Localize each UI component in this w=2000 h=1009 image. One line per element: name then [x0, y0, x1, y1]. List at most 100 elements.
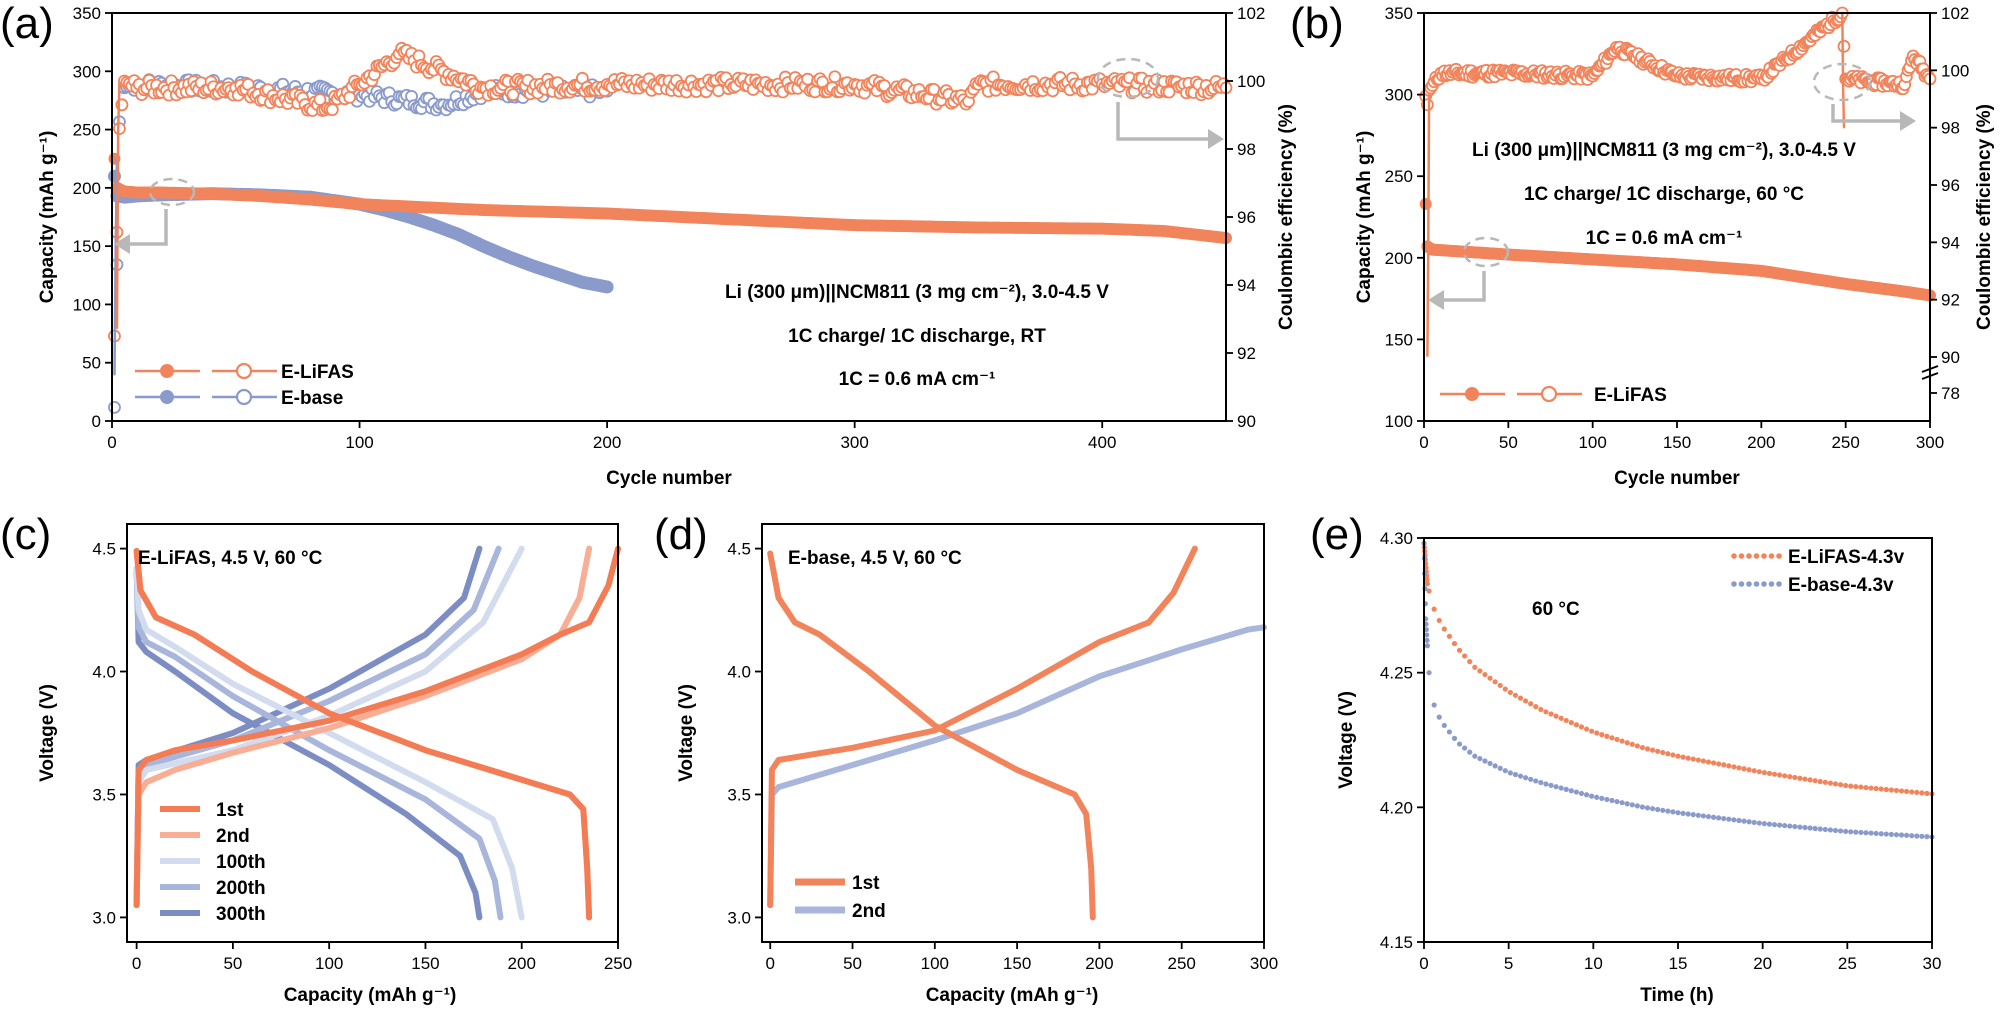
- panel-c-x-title: Capacity (mAh g⁻¹): [284, 985, 457, 1006]
- panel-b: (b) 0 50 100 150 200 250 300 100 150 200 250 300 350…: [1290, 0, 1995, 489]
- series-E-base-4.3v-point: [1512, 771, 1519, 778]
- panel-c-marks: [133, 545, 621, 921]
- panel-e-title: 60 °C: [1532, 599, 1580, 620]
- series-E-base-4.3v-point: [1482, 758, 1488, 764]
- series-2nd-charge-curve: [767, 624, 1267, 909]
- series-E-LiFAS-4.3v-point: [1492, 679, 1498, 685]
- series-E-LiFAS-4.3v-point: [1517, 695, 1524, 701]
- legend-label-lifas: E-LiFAS: [281, 362, 354, 383]
- panel-e-ticks: 0 5 10 15 20 25 30 4.15 4.20 4.25 4.30: [1380, 529, 1942, 973]
- e-lifas-ce-point: [343, 90, 357, 104]
- series-E-base-4.3v-point: [1462, 745, 1468, 751]
- series-E-LiFAS-4.3v-point: [1543, 709, 1549, 715]
- series-E-LiFAS-4.3v-point: [1533, 704, 1539, 710]
- series-100th-discharge-curve: [133, 565, 525, 921]
- legend-1st-label: 1st: [216, 800, 244, 821]
- series-E-base-4.3v-point: [1553, 784, 1559, 790]
- series-E-base-4.3v-point: [1424, 632, 1430, 638]
- e-lifas-ce-point: [325, 103, 339, 117]
- series-E-base-4.3v-point: [1832, 827, 1839, 834]
- series-E-LiFAS-4.3v-point: [1538, 706, 1544, 713]
- panel-d-ytick-label: 3.0: [727, 908, 751, 927]
- series-E-LiFAS-4.3v-point: [1843, 782, 1849, 789]
- series-E-LiFAS-4.3v-point: [1609, 735, 1615, 741]
- series-E-LiFAS-4.3v-point: [1472, 664, 1478, 670]
- panel-c-xtick-label: 0: [132, 954, 141, 973]
- series-E-base-4.3v-point: [1690, 812, 1696, 818]
- series-E-base-4.3v-point: [1888, 831, 1894, 837]
- series-E-LiFAS-4.3v-point: [1710, 760, 1717, 766]
- series-E-base-4.3v-point: [1898, 832, 1905, 838]
- series-E-LiFAS-4.3v-point: [1924, 790, 1930, 796]
- series-E-base-4.3v-point: [1700, 813, 1706, 819]
- panel-b-right-ytick-label: 102: [1941, 4, 1969, 23]
- series-E-base-4.3v-point: [1848, 829, 1854, 835]
- series-E-LiFAS-4.3v-point: [1726, 763, 1732, 769]
- panel-b-note-1: Li (300 μm)||NCM811 (3 mg cm⁻²), 3.0-4.5…: [1472, 140, 1856, 161]
- legend-E-base-4.3v-swatch: [1776, 581, 1782, 587]
- series-E-LiFAS-4.3v-point: [1456, 647, 1463, 653]
- panel-a-note-2: 1C charge/ 1C discharge, RT: [788, 326, 1046, 347]
- panel-b-ce-ellipse: [1812, 62, 1872, 102]
- series-E-LiFAS-4.3v-point: [1634, 743, 1640, 749]
- panel-b-cap-arrow: [1444, 271, 1486, 302]
- series-E-LiFAS-4.3v-point: [1482, 671, 1488, 678]
- series-E-base-4.3v-point: [1827, 827, 1833, 833]
- panel-a-x-title: Cycle number: [606, 468, 732, 489]
- series-E-LiFAS-4.3v-point: [1619, 738, 1625, 744]
- series-E-base-4.3v-point: [1543, 781, 1549, 787]
- series-E-base-4.3v-point: [1477, 755, 1483, 762]
- series-E-LiFAS-4.3v-point: [1822, 779, 1828, 785]
- series-E-base-4.3v-point: [1777, 822, 1783, 828]
- series-E-LiFAS-4.3v-point: [1721, 762, 1727, 768]
- panel-a-ytick-label: 50: [82, 354, 101, 373]
- panel-a-marks: [107, 41, 1233, 414]
- series-E-LiFAS-4.3v-point: [1670, 752, 1676, 758]
- panel-a-cap-arrow: [130, 209, 168, 246]
- series-E-base-4.3v-point: [1639, 804, 1646, 810]
- series-E-LiFAS-4.3v-point: [1665, 751, 1671, 757]
- series-E-base-4.3v-point: [1883, 831, 1889, 837]
- series-E-LiFAS-4.3v-point: [1868, 785, 1874, 791]
- e-base-ce-point: [108, 400, 121, 414]
- legend-lifas-marker-filled: [160, 364, 174, 378]
- legend-E-LiFAS-4.3v-swatch: [1731, 553, 1737, 559]
- legend-200th-label: 200th: [216, 878, 266, 899]
- panel-a-ce-arrowhead: [1208, 129, 1224, 149]
- series-E-LiFAS-4.3v-point: [1878, 786, 1884, 792]
- series-E-base-4.3v-point: [1782, 822, 1788, 829]
- panel-b-legend: E-LiFAS: [1440, 385, 1667, 406]
- panel-c-tag: (c): [0, 510, 51, 559]
- panel-b-ytick-label: 200: [1385, 249, 1413, 268]
- panel-b-xtick-label: 50: [1499, 433, 1518, 452]
- panel-b-axis-break: [1921, 372, 1939, 380]
- series-E-base-4.3v-point: [1680, 810, 1686, 816]
- series-E-base-4.3v-point: [1451, 735, 1458, 741]
- panel-b-y2-title: Coulombic efficiency (%): [1974, 104, 1995, 330]
- series-E-base-4.3v-point: [1446, 729, 1452, 735]
- legend-2nd-label: 2nd: [216, 826, 250, 847]
- series-E-LiFAS-4.3v-point: [1888, 787, 1894, 793]
- e-lifas-initial-spike: [1426, 93, 1431, 357]
- series-E-base-4.3v-point: [1423, 626, 1429, 633]
- series-E-base-4.3v-point: [1741, 818, 1747, 824]
- series-1st-charge-curve: [133, 545, 621, 909]
- series-E-LiFAS-4.3v-point: [1848, 783, 1854, 789]
- panel-a-cap-ellipse: [148, 177, 196, 207]
- legend-E-LiFAS-4.3v-swatch: [1753, 553, 1760, 559]
- series-E-base-4.3v-point: [1528, 776, 1534, 782]
- panel-b-tag: (b): [1290, 0, 1344, 48]
- series-E-LiFAS-4.3v-point: [1436, 617, 1442, 624]
- panel-a-ytick-label: 350: [73, 4, 101, 23]
- e-lifas-ce-spike: [1841, 11, 1846, 129]
- series-E-base-4.3v-point: [1904, 832, 1910, 838]
- panel-a-y2-title: Coulombic efficiency (%): [1276, 104, 1297, 330]
- panel-e-ytick-label: 4.25: [1380, 664, 1413, 683]
- series-E-LiFAS-4.3v-point: [1502, 686, 1508, 692]
- series-E-base-4.3v-point: [1756, 820, 1762, 826]
- panel-b-right-ytick-label: 98: [1941, 119, 1960, 138]
- series-E-LiFAS-4.3v-point: [1426, 588, 1432, 594]
- series-E-base-4.3v-point: [1685, 811, 1691, 817]
- panel-e-xtick-label: 0: [1419, 954, 1428, 973]
- series-E-LiFAS-4.3v-point: [1660, 749, 1666, 756]
